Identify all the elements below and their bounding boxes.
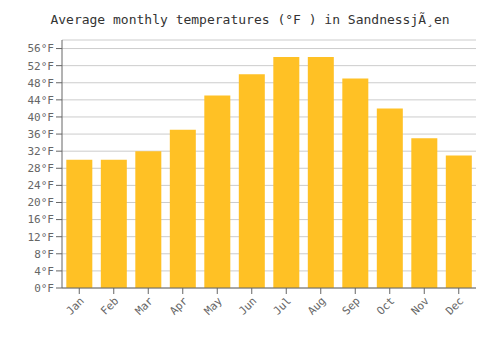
svg-text:32°F: 32°F xyxy=(28,145,55,158)
svg-text:Nov: Nov xyxy=(409,294,433,318)
svg-text:52°F: 52°F xyxy=(28,60,55,73)
svg-text:Apr: Apr xyxy=(167,294,191,318)
svg-text:Aug: Aug xyxy=(305,294,328,317)
svg-text:28°F: 28°F xyxy=(28,162,55,175)
svg-text:44°F: 44°F xyxy=(28,94,55,107)
svg-text:36°F: 36°F xyxy=(28,128,55,141)
svg-text:40°F: 40°F xyxy=(28,111,55,124)
svg-text:Jan: Jan xyxy=(64,294,87,317)
html-text:Average monthly temperatures (: Average monthly temperatures (°F ) in Sa… xyxy=(50,12,450,27)
svg-text:Sep: Sep xyxy=(340,294,363,317)
svg-text:Jun: Jun xyxy=(236,294,259,317)
svg-text:8°F: 8°F xyxy=(34,248,54,261)
svg-text:Feb: Feb xyxy=(98,294,121,317)
svg-text:12°F: 12°F xyxy=(28,231,55,244)
svg-text:Jul: Jul xyxy=(271,294,294,317)
svg-text:16°F: 16°F xyxy=(28,213,55,226)
svg-text:May: May xyxy=(202,294,226,318)
svg-text:56°F: 56°F xyxy=(28,42,55,55)
svg-text:24°F: 24°F xyxy=(28,179,55,192)
svg-text:Oct: Oct xyxy=(374,294,397,317)
svg-text:Mar: Mar xyxy=(133,294,157,318)
svg-text:20°F: 20°F xyxy=(28,196,55,209)
svg-text:0°F: 0°F xyxy=(34,282,54,295)
svg-text:4°F: 4°F xyxy=(34,265,54,278)
svg-text:Dec: Dec xyxy=(443,294,466,317)
svg-text:48°F: 48°F xyxy=(28,77,55,90)
